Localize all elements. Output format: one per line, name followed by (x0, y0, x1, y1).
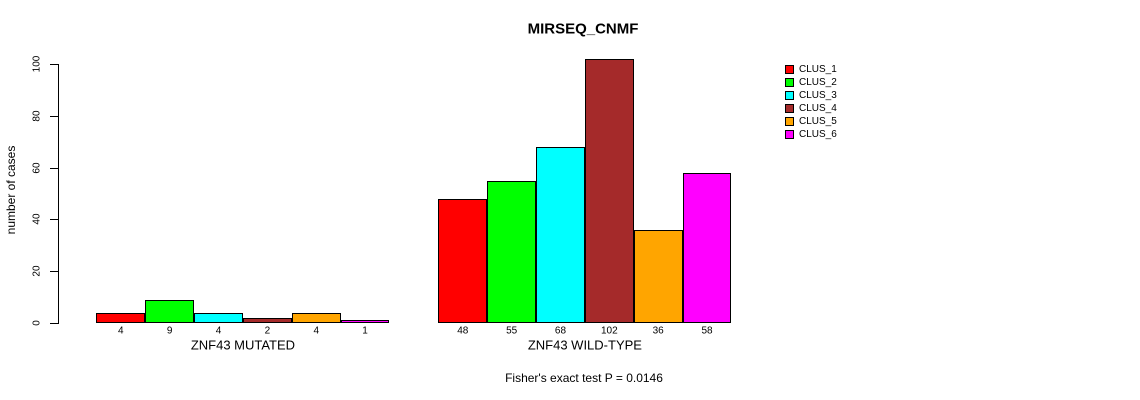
bar-clus_5-group2 (633, 229, 683, 323)
chart-title: MIRSEQ_CNMF (527, 20, 639, 38)
legend-swatch (785, 78, 794, 87)
legend-swatch (785, 117, 794, 126)
y-tick-label: 40 (31, 213, 43, 225)
x-axis-group-label: ZNF43 WILD-TYPE (527, 337, 642, 353)
legend-swatch (785, 65, 794, 74)
bar-value-label: 102 (600, 325, 618, 337)
y-axis-line (58, 64, 59, 324)
bar-value-label: 2 (264, 325, 271, 337)
y-axis-label: number of cases (4, 145, 18, 235)
legend-label: CLUS_2 (799, 77, 837, 88)
bar-value-label: 4 (215, 325, 222, 337)
bar-clus_5-group1 (291, 312, 341, 323)
bar-clus_6-group1 (340, 320, 390, 323)
bar-value-label: 1 (362, 325, 368, 337)
legend-item: CLUS_4 (785, 102, 837, 115)
legend-swatch (785, 104, 794, 113)
legend-swatch (785, 130, 794, 139)
y-tick-mark (50, 271, 58, 273)
legend-item: CLUS_5 (785, 115, 837, 128)
bar-value-label: 55 (506, 325, 518, 337)
legend-item: CLUS_3 (785, 89, 837, 102)
y-tick-mark (50, 115, 58, 117)
bar-clus_6-group2 (682, 172, 732, 323)
y-tick-label: 80 (31, 110, 43, 122)
bar-clus_3-group1 (194, 312, 243, 323)
y-tick-mark (50, 64, 58, 65)
legend-swatch (785, 91, 794, 100)
bar-clus_2-group2 (487, 180, 537, 323)
y-tick-mark (50, 219, 58, 221)
y-tick-label: 20 (31, 265, 43, 277)
y-tick-label: 60 (31, 162, 43, 174)
bar-value-label: 4 (118, 325, 124, 337)
legend-item: CLUS_1 (785, 63, 837, 76)
legend-label: CLUS_3 (799, 90, 837, 101)
legend-item: CLUS_6 (785, 128, 837, 141)
bar-clus_3-group2 (536, 146, 585, 323)
legend-label: CLUS_4 (799, 103, 837, 114)
bar-value-label: 4 (313, 325, 319, 337)
y-tick-mark (50, 323, 58, 324)
legend: CLUS_1 CLUS_2 CLUS_3 CLUS_4 CLUS_5 CLUS_6 (785, 63, 837, 141)
bar-value-label: 58 (701, 325, 713, 337)
legend-label: CLUS_5 (799, 116, 837, 127)
bar-value-label: 9 (166, 325, 173, 337)
bar-clus_2-group1 (145, 299, 195, 323)
bar-clus_4-group2 (584, 58, 634, 323)
x-axis-group-label: ZNF43 MUTATED (190, 337, 296, 353)
bar-clus_1-group2 (438, 198, 488, 323)
y-tick-label: 0 (31, 320, 43, 326)
bar-value-label: 36 (652, 325, 664, 337)
y-tick-mark (50, 167, 58, 169)
legend-label: CLUS_6 (799, 129, 837, 140)
bar-value-label: 68 (554, 325, 567, 337)
stat-caption: Fisher's exact test P = 0.0146 (505, 371, 663, 385)
y-tick-label: 100 (31, 55, 43, 73)
legend-label: CLUS_1 (799, 64, 837, 75)
legend-item: CLUS_2 (785, 76, 837, 89)
bar-value-label: 48 (457, 325, 469, 337)
bar-clus_1-group1 (96, 312, 146, 323)
bar-clus_4-group1 (242, 317, 292, 323)
